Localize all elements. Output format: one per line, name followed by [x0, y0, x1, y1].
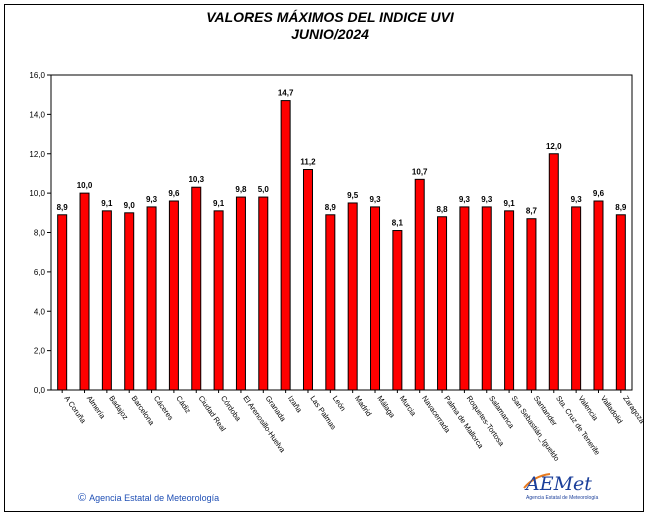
data-label: 8,9: [615, 203, 627, 212]
bar: [146, 206, 157, 391]
bar: [615, 214, 626, 391]
bar: [548, 153, 559, 391]
x-tick-label: Murcia: [398, 394, 419, 418]
data-label: 11,2: [300, 158, 316, 167]
bar: [347, 202, 358, 391]
data-label: 10,7: [412, 167, 428, 176]
logo-swoosh: [523, 473, 551, 489]
y-tick-label: 16,0: [29, 71, 45, 80]
agency-name: Agencia Estatal de Meteorología: [89, 493, 220, 503]
data-label: 12,0: [546, 142, 562, 151]
data-label: 8,9: [325, 203, 337, 212]
x-tick-label: San Sebastián_Igueldo: [509, 394, 561, 463]
bar: [280, 100, 291, 391]
bar: [258, 196, 269, 391]
bar: [191, 186, 202, 391]
y-axis: 0,0 2,0 4,0 6,0 8,0 10,0 12,0 14,0 16,0: [29, 71, 51, 395]
bar: [235, 196, 246, 391]
chart-subtitle: JUNIO/2024: [291, 26, 369, 42]
data-label: 9,8: [235, 185, 247, 194]
bar: [124, 212, 135, 391]
y-tick-label: 14,0: [29, 110, 45, 119]
data-label: 9,1: [101, 199, 113, 208]
y-tick-label: 10,0: [29, 189, 45, 198]
y-tick-label: 4,0: [34, 307, 46, 316]
x-tick-label: Cáceres: [152, 394, 176, 422]
chart-title: VALORES MÁXIMOS DEL INDICE UVI: [206, 9, 455, 25]
bar: [526, 218, 537, 391]
x-tick-label: Valencia: [576, 394, 600, 423]
data-label: 9,3: [369, 195, 381, 204]
data-label: 9,5: [347, 191, 359, 200]
y-tick-label: 2,0: [34, 347, 46, 356]
bar: [168, 200, 179, 391]
y-tick-label: 6,0: [34, 268, 46, 277]
agency-credit: © Agencia Estatal de Meteorología: [78, 492, 219, 504]
x-tick-label: Sta. Cruz de Tenerife: [554, 394, 602, 457]
x-tick-label: A Coruña: [63, 394, 89, 425]
bar: [504, 210, 515, 391]
data-label: 9,6: [168, 189, 180, 198]
bar: [325, 214, 336, 391]
copyright-icon: ©: [78, 492, 87, 504]
bar: [57, 214, 68, 391]
bar: [370, 206, 381, 391]
bar: [459, 206, 470, 391]
x-tick-label: Madrid: [353, 394, 374, 418]
bar: [437, 216, 448, 391]
data-label: 9,3: [481, 195, 493, 204]
y-tick-label: 8,0: [34, 229, 46, 238]
x-tick-label: Valladolid: [599, 394, 625, 425]
plot-area: [50, 74, 633, 391]
x-tick-label: Palma de Mallorca: [442, 394, 485, 451]
x-tick-label: Málaga: [375, 394, 397, 420]
data-label: 8,7: [526, 207, 538, 216]
bar: [101, 210, 112, 391]
x-tick-label: Almería: [85, 394, 108, 421]
bars-group: [57, 100, 626, 393]
bar: [481, 206, 492, 391]
bar: [392, 230, 403, 391]
data-labels-group: 8,9 10,0 9,1 9,0 9,3 9,6 10,3 9,1 9,8 5,0 14,7 11,2…: [57, 89, 627, 228]
logo-wordmark: AEMet: [524, 473, 592, 495]
aemet-logo: AEMet Agencia Estatal de Meteorología: [523, 473, 598, 501]
logo-subtext: Agencia Estatal de Meteorología: [526, 495, 598, 501]
bar: [593, 200, 604, 391]
x-tick-label: Izaña: [286, 394, 304, 415]
data-label: 9,3: [146, 195, 158, 204]
data-label: 10,3: [188, 175, 204, 184]
data-label: 9,1: [504, 199, 516, 208]
data-label: 9,6: [593, 189, 605, 198]
data-label: 9,0: [124, 201, 136, 210]
bar: [213, 210, 224, 391]
data-label: 8,9: [57, 203, 69, 212]
data-label: 9,3: [459, 195, 471, 204]
data-label: 5,0: [258, 185, 270, 194]
data-label: 8,8: [436, 205, 448, 214]
data-label: 8,1: [392, 219, 404, 228]
bar: [302, 169, 313, 391]
bar: [414, 178, 425, 391]
data-label: 9,3: [571, 195, 583, 204]
y-tick-label: 0,0: [34, 386, 46, 395]
x-tick-label: Zaragoza: [621, 394, 647, 426]
data-label: 14,7: [278, 89, 294, 98]
data-label: 9,1: [213, 199, 225, 208]
x-tick-label: El Arenosillo-Huelva: [241, 394, 287, 455]
y-tick-label: 12,0: [29, 150, 45, 159]
bar: [571, 206, 582, 391]
data-label: 10,0: [77, 181, 93, 190]
x-tick-label: Badajoz: [107, 394, 130, 422]
x-tick-label: Cádiz: [174, 394, 193, 415]
x-tick-label: León: [331, 394, 348, 413]
bar: [79, 192, 90, 391]
